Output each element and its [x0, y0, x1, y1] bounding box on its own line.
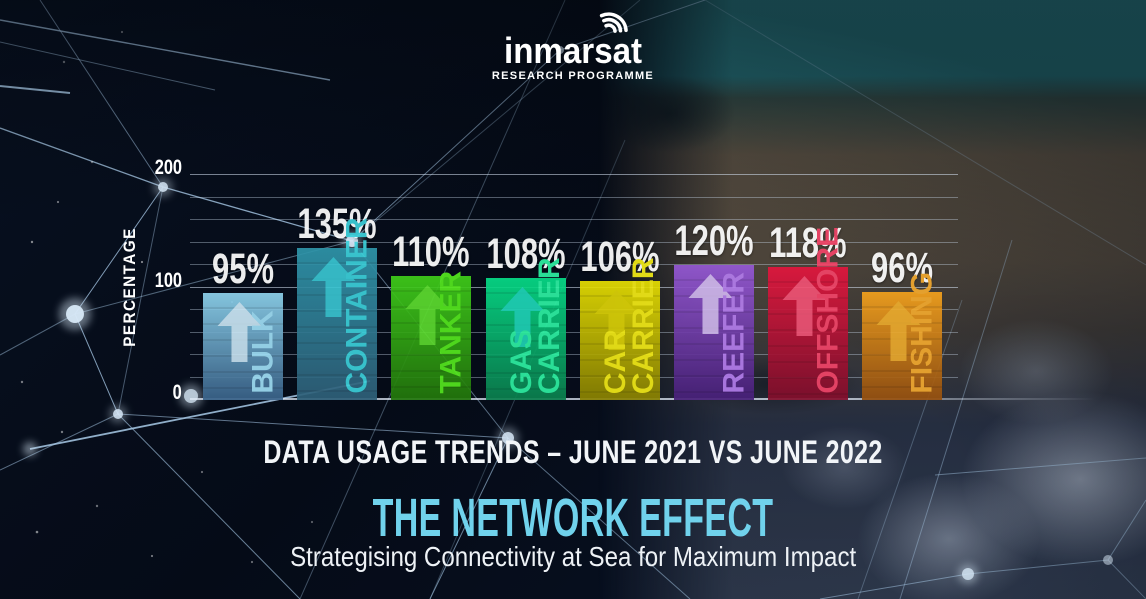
subheadline: Strategising Connectivity at Sea for Max…: [0, 541, 1146, 573]
gridline: [190, 286, 958, 288]
bar-value-label: 120%: [674, 217, 754, 265]
y-axis-tick: 100: [154, 268, 182, 292]
bar-category-label: CAR CARRIER: [598, 257, 660, 394]
up-arrow-icon: [217, 302, 262, 367]
bar-offshore: 118% OFFSHORE: [768, 222, 848, 400]
gridline: [190, 376, 958, 378]
bar-category-label: REEFER: [717, 272, 751, 394]
bar-category-label: TANKER: [434, 271, 468, 394]
chart-title: DATA USAGE TRENDS – JUNE 2021 VS JUNE 20…: [0, 434, 1146, 471]
y-axis-tick: 0: [172, 381, 182, 404]
bar-value-label: 135%: [297, 200, 377, 248]
bar-value-label: 96%: [871, 244, 933, 292]
bar-tanker: 110% TANKER: [391, 231, 471, 400]
inmarsat-logo: inmarsat RESEARCH PROGRAMME: [0, 6, 1146, 82]
up-arrow-icon: [405, 285, 450, 350]
y-axis-tick: 200: [154, 156, 182, 179]
gridline: [190, 309, 958, 310]
bar-category-label: OFFSHORE: [811, 227, 845, 394]
brand-name: inmarsat: [503, 30, 643, 71]
bar-container: 135% CONTAINER: [297, 203, 377, 400]
bar-fishing: 96% FISHING: [862, 247, 942, 400]
bar-value-label: 110%: [392, 228, 470, 276]
bar-value-label: 108%: [486, 230, 566, 278]
gridline: [190, 241, 958, 243]
up-arrow-icon: [311, 257, 356, 322]
bar-car-carrier: 106% CAR CARRIER: [580, 236, 660, 400]
bar-category-label: BULK: [246, 310, 280, 394]
gridline: [190, 196, 958, 198]
up-arrow-icon: [594, 290, 639, 355]
up-arrow-icon: [876, 301, 921, 366]
chart-title-text: DATA USAGE TRENDS – JUNE 2021 VS JUNE 20…: [263, 434, 883, 470]
bar-bulk: 95% BULK: [203, 248, 283, 400]
subheadline-text: Strategising Connectivity at Sea for Max…: [289, 541, 857, 572]
headline-text: THE NETWORK EFFECT: [372, 488, 774, 548]
gridline: [190, 174, 958, 175]
gridline: [190, 219, 958, 220]
gridline: [190, 264, 958, 265]
bar-category-label: GAS CARRIER: [504, 257, 566, 394]
signal-waves-icon: [599, 12, 628, 33]
bar-reefer: 120% REEFER: [674, 220, 754, 400]
headline: THE NETWORK EFFECT: [0, 487, 1146, 549]
bar-value-label: 106%: [580, 233, 660, 281]
bar-gas-carrier: 108% GAS CARRIER: [486, 233, 566, 400]
up-arrow-icon: [688, 274, 733, 339]
up-arrow-icon: [500, 287, 545, 352]
gridline: [190, 331, 958, 333]
up-arrow-icon: [782, 276, 827, 341]
bar-value-label: 118%: [769, 219, 847, 267]
brand-tagline: RESEARCH PROGRAMME: [491, 69, 655, 82]
gridline: [190, 354, 958, 355]
bar-category-label: CONTAINER: [340, 217, 374, 394]
bar-category-label: FISHING: [905, 272, 939, 394]
bar-value-label: 95%: [212, 245, 274, 293]
